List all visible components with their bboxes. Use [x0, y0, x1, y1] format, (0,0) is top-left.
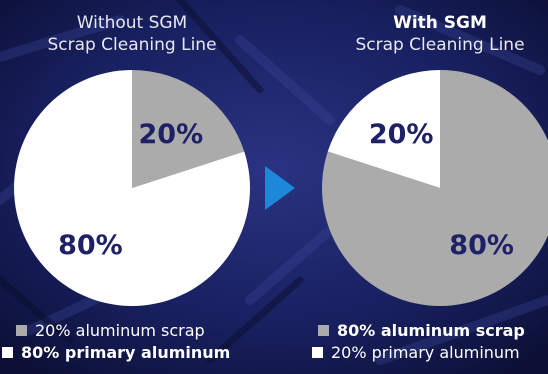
- right-title-line1: With SGM: [393, 13, 487, 33]
- right-title-line2: Scrap Cleaning Line: [355, 35, 525, 55]
- left-pie-slice-primary-aluminum: [13, 70, 250, 306]
- left-legend: 20% aluminum scrap 80% primary aluminum: [2, 320, 230, 364]
- right-pie-chart: 80% 20%: [322, 70, 548, 306]
- right-legend-item-primary: 20% primary aluminum: [312, 342, 525, 364]
- left-title-line2: Scrap Cleaning Line: [47, 35, 217, 55]
- right-pie-label-aluminum-scrap: 80%: [449, 230, 514, 261]
- primary-swatch: [2, 347, 13, 358]
- left-pie-label-aluminum-scrap: 20%: [139, 119, 204, 150]
- right-legend-item-scrap: 80% aluminum scrap: [318, 320, 525, 342]
- left-pie-label-primary-aluminum: 80%: [58, 230, 123, 261]
- left-title-line1: Without SGM: [76, 13, 188, 33]
- right-chart-title: With SGM Scrap Cleaning Line: [320, 12, 548, 56]
- left-legend-item-scrap: 20% aluminum scrap: [16, 320, 230, 342]
- right-legend-scrap-label: 80% aluminum scrap: [337, 321, 525, 340]
- right-pie-label-primary-aluminum: 20%: [369, 119, 434, 150]
- right-pie-slice-aluminum-scrap: [322, 70, 548, 306]
- right-legend-primary-label: 20% primary aluminum: [331, 343, 520, 362]
- right-legend: 80% aluminum scrap 20% primary aluminum: [312, 320, 525, 364]
- left-legend-item-primary: 80% primary aluminum: [2, 342, 230, 364]
- primary-swatch: [312, 347, 323, 358]
- right-pie-slice-primary-aluminum: [327, 70, 440, 188]
- scrap-swatch: [16, 325, 27, 336]
- left-legend-primary-label: 80% primary aluminum: [21, 343, 231, 362]
- left-pie-slice-aluminum-scrap: [132, 70, 245, 188]
- left-chart-title: Without SGM Scrap Cleaning Line: [12, 12, 252, 56]
- scrap-swatch: [318, 325, 329, 336]
- left-legend-scrap-label: 20% aluminum scrap: [35, 321, 205, 340]
- left-pie-chart: 20% 80%: [13, 70, 250, 306]
- play-arrow-icon: [265, 166, 295, 210]
